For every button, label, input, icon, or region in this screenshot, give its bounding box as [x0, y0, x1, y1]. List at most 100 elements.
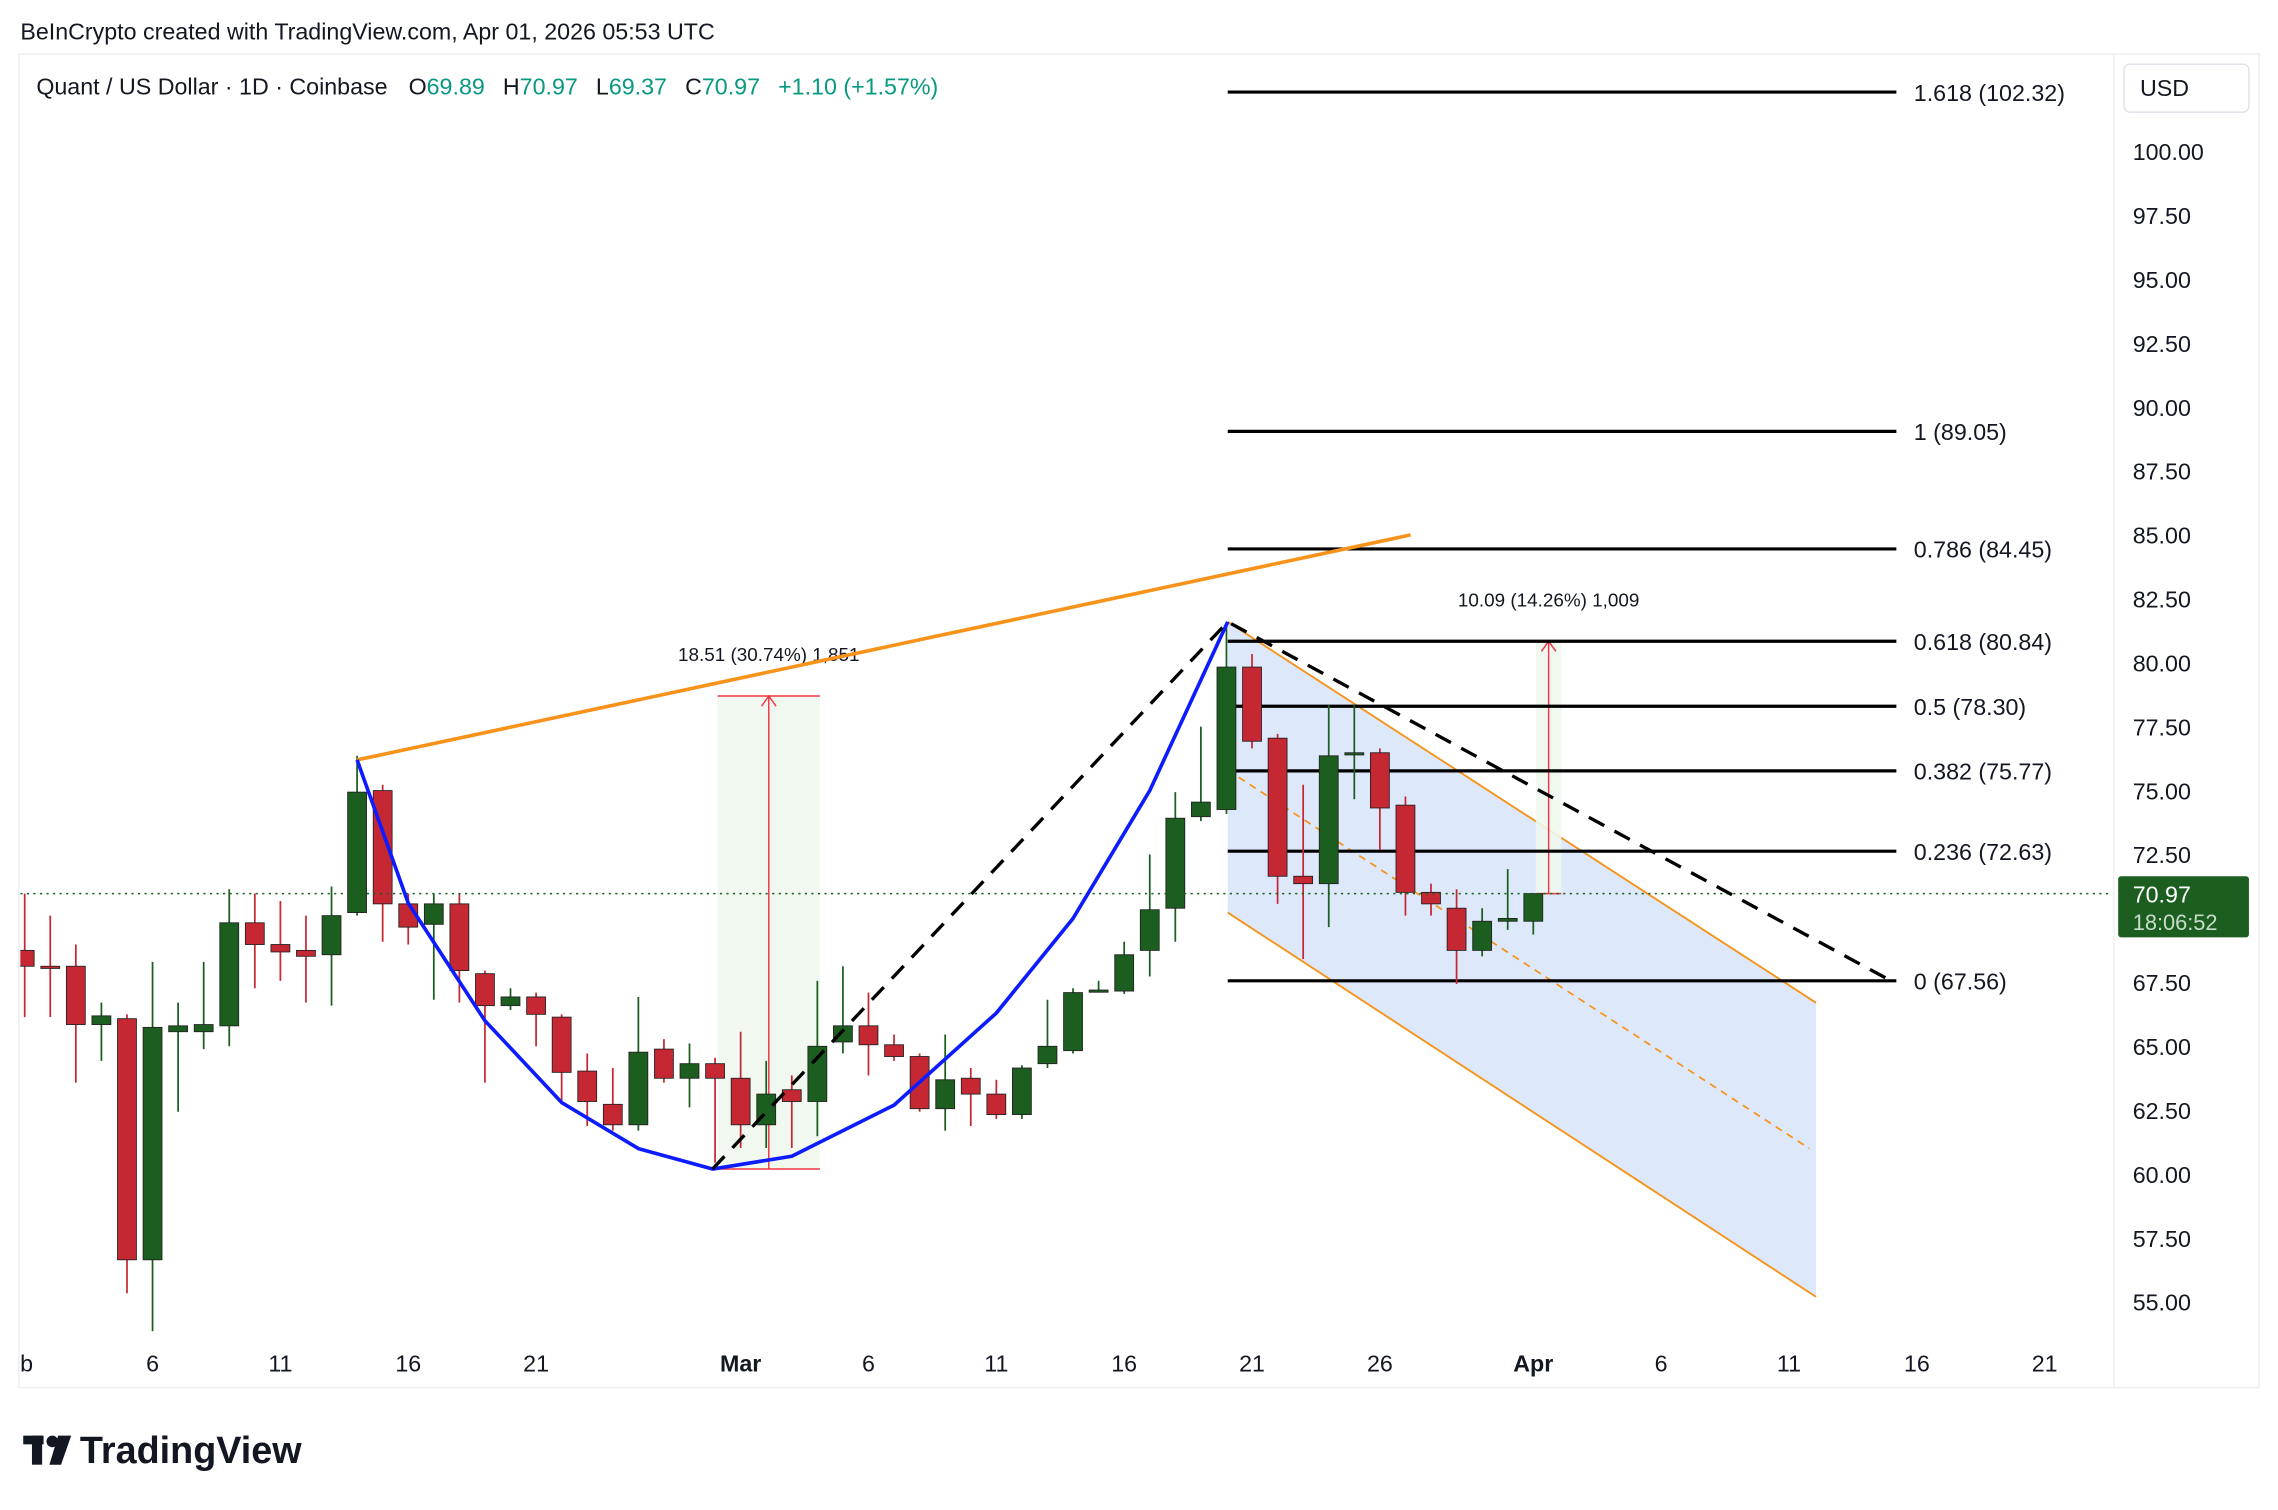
candle-down	[65, 965, 86, 1025]
symbol-title: Quant / US Dollar · 1D · Coinbase	[36, 74, 387, 100]
price-tick-label: 92.50	[2133, 331, 2191, 357]
time-tick-label: 16	[1111, 1351, 1137, 1377]
price-tick-label: 75.00	[2133, 778, 2191, 804]
svg-text:70.97: 70.97	[2133, 881, 2191, 907]
price-tick-label: 77.50	[2133, 714, 2191, 740]
time-axis: Feb 6 11 16 21 Mar 6 11 16 21 26 Apr 6 11 16 21	[0, 1351, 2058, 1377]
candle-up	[1063, 992, 1083, 1052]
low-value: 69.37	[609, 74, 667, 100]
channel-mid-line	[1227, 769, 1810, 1150]
candle-down	[884, 1044, 904, 1057]
time-tick-label: 11	[268, 1351, 292, 1377]
time-tick-label: Feb	[0, 1351, 33, 1377]
high-value: 70.97	[520, 74, 578, 100]
candle-up	[142, 1026, 163, 1261]
time-tick-label: 26	[1367, 1351, 1393, 1377]
candle-down	[781, 1089, 802, 1102]
change-value: +1.10 (+1.57%)	[778, 74, 938, 100]
candle-down	[449, 903, 470, 972]
open-value: 69.89	[427, 74, 485, 100]
price-tick-label: 72.50	[2133, 842, 2191, 868]
candle-down	[475, 973, 495, 1007]
fib-level-label: 0.786 (84.45)	[1914, 537, 2052, 563]
candle-up	[423, 903, 444, 925]
candle-up	[628, 1051, 649, 1126]
close-value: 70.97	[702, 74, 760, 100]
candle-down	[986, 1093, 1007, 1115]
bar-countdown: 18:06:52	[2133, 910, 2218, 935]
fib-level-label: 0.618 (80.84)	[1914, 629, 2052, 655]
price-tick-label: 82.50	[2133, 587, 2191, 613]
time-tick-label: 21	[1239, 1351, 1265, 1377]
candle-up	[1012, 1067, 1032, 1115]
candle-up	[1497, 918, 1518, 922]
time-tick-label: 11	[984, 1351, 1008, 1377]
channel-upper-line	[1227, 621, 1817, 1004]
time-tick-label: 21	[523, 1351, 549, 1377]
price-tick-label: 67.50	[2133, 970, 2191, 996]
candle-up	[807, 1045, 828, 1102]
candle-up	[935, 1079, 956, 1110]
candle-down	[551, 1016, 572, 1073]
candle-down	[1267, 737, 1288, 877]
resistance-trendline	[356, 533, 1411, 762]
candle-up	[1114, 954, 1135, 992]
candle-up	[1139, 909, 1160, 951]
candle-down	[526, 996, 546, 1015]
candle-down	[40, 965, 61, 969]
candle-up	[347, 791, 367, 913]
candle-down	[296, 949, 316, 957]
candle-down	[577, 1070, 598, 1102]
time-tick-label: Mar	[720, 1351, 761, 1377]
tradingview-logo[interactable]: TradingView	[23, 1430, 302, 1472]
candle-up	[193, 1024, 214, 1033]
chart-pane[interactable]: 18.51 (30.74%) 1,851 10.09 (14.26%) 1,009…	[15, 80, 2114, 1332]
candle-up	[500, 996, 521, 1007]
time-tick-label: 16	[1904, 1351, 1930, 1377]
candle-up	[219, 922, 240, 1027]
time-tick-label: 11	[1777, 1351, 1801, 1377]
price-tick-label: 85.00	[2133, 523, 2191, 549]
candle-up	[1523, 893, 1544, 922]
time-tick-label: 6	[862, 1351, 875, 1377]
candle-down	[1293, 875, 1314, 885]
candle-up	[1472, 920, 1493, 951]
price-tick-label: 55.00	[2133, 1290, 2191, 1316]
candle-up	[1088, 989, 1109, 993]
price-tick-label: 95.00	[2133, 267, 2191, 293]
dashed-swing-line	[711, 619, 1895, 1171]
price-tick-label: 87.50	[2133, 459, 2191, 485]
ohlc-legend: Quant / US Dollar · 1D · Coinbase O69.89…	[36, 74, 938, 100]
price-tick-label: 65.00	[2133, 1034, 2191, 1060]
candle-down	[20, 949, 35, 967]
fib-level-label: 0 (67.56)	[1914, 969, 2007, 995]
candle-down	[117, 1018, 137, 1261]
fib-level-label: 0.236 (72.63)	[1914, 839, 2052, 865]
fib-level-label: 0.5 (78.30)	[1914, 694, 2026, 720]
candle-down	[960, 1077, 981, 1095]
price-tick-label: 100.00	[2133, 139, 2204, 165]
candle-down	[705, 1063, 725, 1079]
candle-up	[1191, 801, 1211, 818]
candle-down	[730, 1077, 751, 1126]
measure-label: 10.09 (14.26%) 1,009	[1458, 590, 1640, 611]
candle-down	[1446, 907, 1467, 951]
candle-up	[1318, 755, 1339, 885]
currency-button[interactable]: USD	[2123, 63, 2250, 113]
price-tick-label: 80.00	[2133, 650, 2191, 676]
candle-up	[1165, 817, 1186, 909]
candle-down	[858, 1025, 879, 1046]
candle-down	[1421, 891, 1441, 905]
candle-down	[1369, 752, 1390, 809]
time-tick-label: 21	[2032, 1351, 2058, 1377]
candle-down	[602, 1103, 623, 1126]
candle-up	[1037, 1045, 1058, 1065]
svg-text:USD: USD	[2140, 75, 2189, 101]
tradingview-logo-icon	[23, 1435, 72, 1465]
candle-up	[1216, 666, 1237, 810]
price-tick-label: 90.00	[2133, 395, 2191, 421]
time-tick-label: 16	[395, 1351, 421, 1377]
chart-frame	[18, 53, 2260, 1389]
fib-level-label: 0.382 (75.77)	[1914, 759, 2052, 785]
